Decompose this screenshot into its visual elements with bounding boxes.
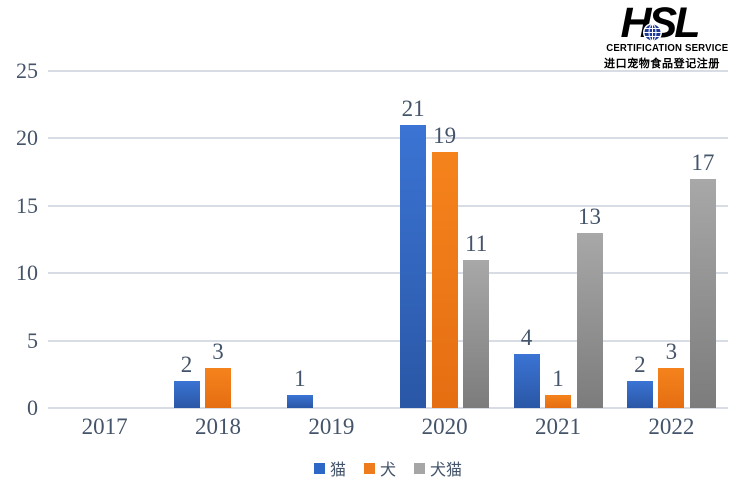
x-axis-label-2017: 2017 xyxy=(81,414,128,439)
bar-cat-2021 xyxy=(513,354,540,408)
legend-item-cat: 猫 xyxy=(313,456,346,480)
y-axis-tick-label: 0 xyxy=(27,395,38,420)
y-axis-tick-label: 15 xyxy=(16,192,38,218)
bar-value-label: 1 xyxy=(552,365,564,391)
bar-value-label: 17 xyxy=(691,149,715,175)
gridline-5 xyxy=(48,339,728,342)
legend-swatch-dog xyxy=(363,462,375,474)
globe-icon xyxy=(643,23,662,47)
x-axis-label-2021: 2021 xyxy=(535,414,581,439)
bar-cat-2022 xyxy=(626,381,653,408)
bar-dog-2018 xyxy=(205,367,231,408)
bar-value-label: 4 xyxy=(520,325,533,351)
y-axis-tick-label: 25 xyxy=(16,58,38,83)
legend-label-dog-cat: 犬猫 xyxy=(430,462,463,479)
bar-value-label: 2 xyxy=(634,352,646,378)
bar-dog-2022 xyxy=(658,367,685,408)
gridline-10 xyxy=(48,272,728,275)
hsl-logo: HSL CERTIFICATION SERVICE 进口宠物食品登记注册 xyxy=(604,2,729,71)
bar-dog-cat-2021 xyxy=(576,232,603,408)
bar-dog-cat-2020 xyxy=(463,259,490,408)
bar-value-label: 3 xyxy=(665,338,678,364)
bar-dog-2020 xyxy=(431,151,458,408)
bar-value-label: 2 xyxy=(180,352,193,378)
bar-value-label: 1 xyxy=(294,365,306,391)
chart-legend: 猫 犬 犬猫 xyxy=(48,456,728,480)
bar-value-label: 3 xyxy=(212,338,224,364)
x-axis-label-2022: 2022 xyxy=(648,414,695,439)
logo-subtitle: CERTIFICATION SERVICE xyxy=(606,43,729,54)
legend-label-cat: 猫 xyxy=(329,462,346,479)
bar-value-label: 19 xyxy=(433,122,457,148)
y-axis-tick-label: 5 xyxy=(27,327,38,353)
gridline-0 xyxy=(48,407,728,409)
bar-value-label: 21 xyxy=(401,95,425,121)
legend-swatch-dog-cat xyxy=(414,462,425,474)
legend-swatch-cat xyxy=(313,462,325,474)
y-axis-tick-label: 10 xyxy=(16,260,38,286)
x-axis-label-2019: 2019 xyxy=(308,414,355,439)
x-axis-label-2020: 2020 xyxy=(421,414,468,439)
bar-dog-cat-2022 xyxy=(689,178,716,408)
bar-cat-2018 xyxy=(173,381,200,408)
bar-cat-2019 xyxy=(286,394,313,408)
logo-tagline: 进口宠物食品登记注册 xyxy=(604,58,720,70)
gridline-25 xyxy=(48,70,728,72)
bar-dog-2021 xyxy=(545,394,571,408)
legend-item-dog: 犬 xyxy=(363,456,396,480)
legend-item-dog-cat: 犬猫 xyxy=(414,456,462,480)
x-axis-label-2018: 2018 xyxy=(195,414,241,439)
gridline-15 xyxy=(48,204,728,207)
bar-value-label: 13 xyxy=(578,203,601,229)
legend-label-dog: 犬 xyxy=(379,462,396,479)
y-axis-tick-label: 20 xyxy=(16,125,38,151)
bar-value-label: 11 xyxy=(465,230,488,256)
gridline-20 xyxy=(48,137,728,140)
bar-cat-2020 xyxy=(400,124,427,408)
